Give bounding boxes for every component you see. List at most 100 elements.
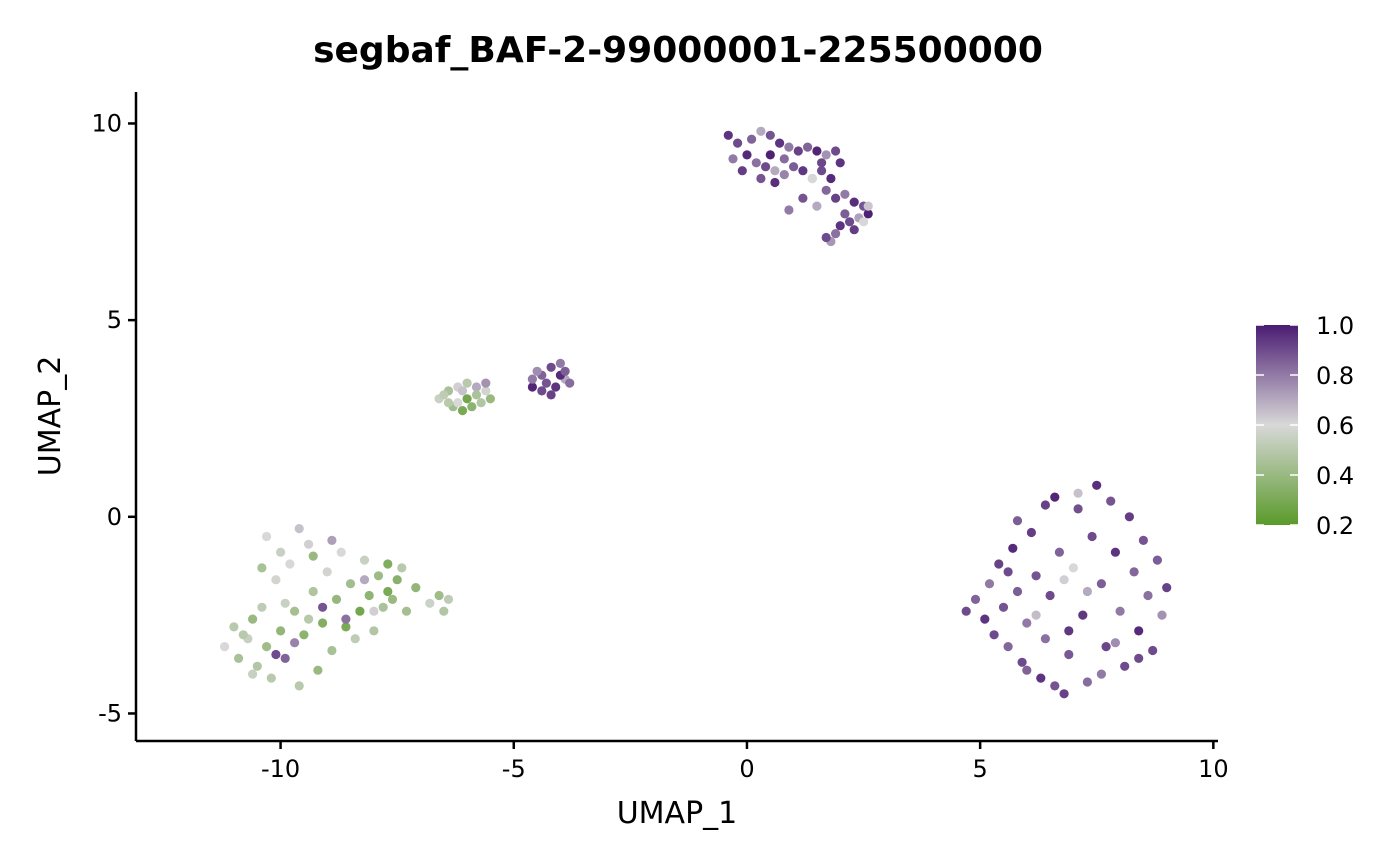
scatter-point — [1148, 645, 1158, 656]
scatter-point — [290, 606, 300, 616]
scatter-point — [313, 665, 323, 675]
scatter-point — [812, 146, 822, 156]
scatter-point — [308, 586, 318, 597]
scatter-point — [1134, 653, 1144, 664]
scatter-point — [462, 378, 472, 388]
scatter-point — [980, 614, 990, 624]
x-axis-label: UMAP_1 — [617, 796, 738, 831]
scatter-point — [238, 630, 248, 640]
scatter-point — [765, 150, 775, 160]
scatter-point — [481, 378, 491, 388]
x-tick-label: -10 — [261, 755, 300, 783]
scatter-point — [835, 158, 845, 168]
scatter-point — [984, 579, 995, 589]
points-layer — [220, 126, 1172, 699]
scatter-point — [1073, 488, 1083, 498]
scatter-point — [565, 378, 575, 388]
scatter-point — [467, 402, 477, 412]
scatter-point — [248, 669, 258, 679]
scatter-point — [271, 575, 281, 585]
scatter-point — [1078, 610, 1088, 620]
scatter-point — [784, 205, 794, 215]
scatter-point — [765, 130, 775, 140]
scatter-point — [770, 177, 780, 188]
scatter-point — [793, 146, 803, 156]
scatter-point — [1059, 689, 1069, 699]
scatter-point — [299, 630, 309, 640]
y-axis-label: UMAP_2 — [33, 356, 68, 477]
chart-title: segbaf_BAF-2-99000001-225500000 — [313, 30, 1043, 71]
scatter-point — [411, 583, 421, 593]
scatter-point — [304, 539, 314, 549]
scatter-point — [784, 142, 794, 152]
scatter-point — [821, 232, 831, 243]
scatter-point — [1110, 638, 1120, 648]
scatter-point — [443, 594, 454, 605]
scatter-point — [1026, 527, 1036, 538]
scatter-point — [1068, 563, 1078, 573]
scatter-point — [1031, 571, 1041, 581]
scatter-point — [1162, 583, 1172, 593]
scatter-point — [1050, 492, 1060, 502]
scatter-point — [1040, 634, 1050, 644]
scatter-point — [831, 193, 841, 203]
scatter-point — [359, 575, 370, 585]
scatter-point — [835, 221, 845, 231]
scatter-point — [1152, 555, 1162, 565]
scatter-point — [1096, 669, 1106, 679]
scatter-point — [425, 598, 435, 608]
colorbar-tick-label: 0.8 — [1316, 362, 1354, 390]
scatter-point — [359, 555, 370, 565]
scatter-point — [364, 590, 374, 601]
scatter-point — [369, 626, 379, 636]
scatter-point — [327, 535, 337, 546]
scatter-point — [1012, 516, 1023, 526]
colorbar-tick-label: 0.4 — [1316, 462, 1354, 490]
scatter-point — [401, 606, 412, 616]
scatter-point — [1082, 677, 1092, 687]
scatter-point — [439, 390, 449, 400]
scatter-point — [756, 126, 766, 136]
scatter-point — [383, 559, 393, 569]
scatter-point — [1110, 547, 1120, 557]
x-axis-ticks: -10 -5 0 5 10 — [261, 741, 1229, 783]
scatter-point — [1022, 618, 1032, 628]
scatter-point — [998, 602, 1009, 612]
colorbar-tick-label: 0.2 — [1316, 512, 1354, 540]
scatter-point — [294, 681, 304, 691]
scatter-point — [266, 673, 276, 683]
scatter-point — [1073, 504, 1083, 514]
y-tick-label: 0 — [107, 503, 122, 531]
scatter-point — [271, 649, 281, 660]
scatter-point — [397, 563, 407, 573]
scatter-point — [1087, 531, 1097, 542]
scatter-point — [961, 606, 971, 616]
x-tick-label: 5 — [973, 755, 988, 783]
scatter-point — [457, 406, 468, 416]
scatter-point — [443, 398, 454, 408]
scatter-point — [849, 197, 859, 207]
scatter-point — [770, 166, 780, 176]
scatter-point — [831, 229, 841, 239]
scatter-point — [345, 579, 356, 589]
scatter-point — [863, 201, 873, 211]
scatter-point — [1040, 500, 1050, 510]
scatter-point — [262, 642, 272, 652]
scatter-point — [723, 130, 733, 140]
scatter-point — [849, 225, 859, 235]
y-tick-label: 5 — [107, 306, 122, 334]
scatter-point — [471, 390, 482, 400]
scatter-point — [1082, 586, 1092, 597]
scatter-point — [327, 645, 337, 656]
scatter-point — [318, 602, 328, 612]
scatter-point — [817, 158, 827, 168]
scatter-point — [840, 189, 850, 199]
colorbar-ticks: 0.2 0.4 0.6 0.8 1.0 — [1256, 312, 1354, 540]
y-axis-ticks: -5 0 5 10 — [91, 109, 136, 727]
scatter-point — [546, 390, 556, 400]
scatter-point — [392, 575, 402, 585]
scatter-point — [1022, 665, 1032, 675]
scatter-point — [546, 362, 556, 372]
scatter-point — [1045, 590, 1055, 601]
scatter-point — [775, 138, 785, 148]
